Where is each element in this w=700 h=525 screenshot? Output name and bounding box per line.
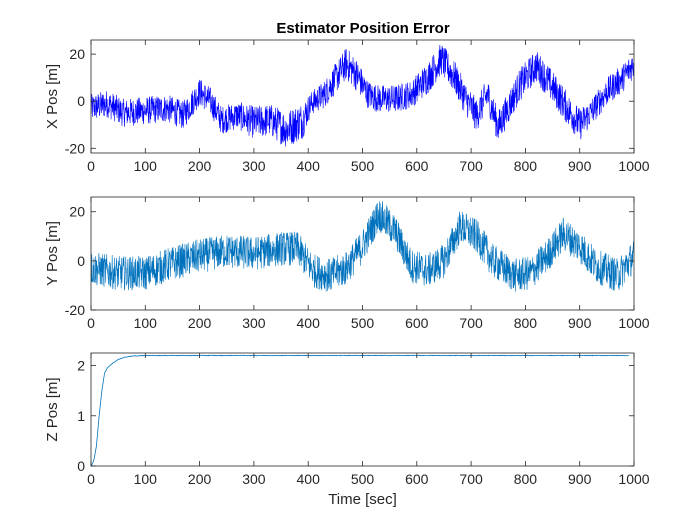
x-tick-label: 500 [351, 315, 375, 331]
x-tick-label: 900 [568, 315, 592, 331]
y-axis-label: X Pos [m] [44, 64, 61, 129]
x-tick-label: 900 [568, 158, 592, 174]
x-tick-label: 700 [459, 158, 483, 174]
x-tick-label: 600 [405, 315, 429, 331]
x-tick-label: 1000 [618, 471, 649, 487]
x-tick-label: 700 [459, 315, 483, 331]
y-tick-label: 20 [69, 204, 85, 220]
x-tick-label: 0 [87, 158, 95, 174]
x-tick-label: 700 [459, 471, 483, 487]
x-tick-label: 600 [405, 158, 429, 174]
y-tick-label: -20 [65, 140, 85, 156]
x-tick-label: 0 [87, 471, 95, 487]
x-tick-label: 100 [134, 158, 158, 174]
y-axis-label: Z Pos [m] [44, 377, 61, 441]
x-tick-label: 200 [188, 471, 212, 487]
x-tick-label: 200 [188, 315, 212, 331]
series-line-2-1 [91, 201, 634, 292]
x-tick-label: 300 [242, 315, 266, 331]
x-tick-label: 100 [134, 471, 158, 487]
x-tick-label: 0 [87, 315, 95, 331]
x-axis-label: Time [sec] [328, 491, 397, 508]
x-tick-label: 300 [242, 158, 266, 174]
x-tick-label: 500 [351, 471, 375, 487]
x-tick-label: 300 [242, 471, 266, 487]
x-tick-label: 800 [514, 471, 538, 487]
y-tick-label: 20 [69, 46, 85, 62]
x-tick-label: 800 [514, 158, 538, 174]
x-tick-label: 800 [514, 315, 538, 331]
y-tick-label: 0 [77, 93, 85, 109]
y-tick-label: 2 [77, 358, 85, 374]
x-tick-label: 500 [351, 158, 375, 174]
y-tick-label: 0 [77, 253, 85, 269]
x-tick-label: 200 [188, 158, 212, 174]
y-tick-label: -20 [65, 302, 85, 318]
x-tick-label: 400 [297, 315, 321, 331]
x-tick-label: 600 [405, 471, 429, 487]
x-tick-label: 900 [568, 471, 592, 487]
x-tick-label: 1000 [618, 158, 649, 174]
subplot-1: 0 100 200 300 400 500 600 700 800 900 1000-20020X … [44, 39, 650, 174]
subplot-2: 0 100 200 300 400 500 600 700 800 900 1000-20020Y … [44, 196, 650, 331]
y-tick-label: 0 [77, 458, 85, 474]
x-tick-label: 400 [297, 158, 321, 174]
series-line-3-1 [91, 354, 629, 466]
y-tick-label: 1 [77, 408, 85, 424]
subplot-3: 0 100 200 300 400 500 600 700 800 900 1000 0 1 2 Z Pos… [44, 352, 650, 508]
x-tick-label: 1000 [618, 315, 649, 331]
y-axis-label: Y Pos [m] [44, 221, 61, 286]
chart-title: Estimator Position Error [276, 20, 450, 37]
x-tick-label: 100 [134, 315, 158, 331]
series-line-1-1 [91, 44, 634, 147]
x-tick-label: 400 [297, 471, 321, 487]
